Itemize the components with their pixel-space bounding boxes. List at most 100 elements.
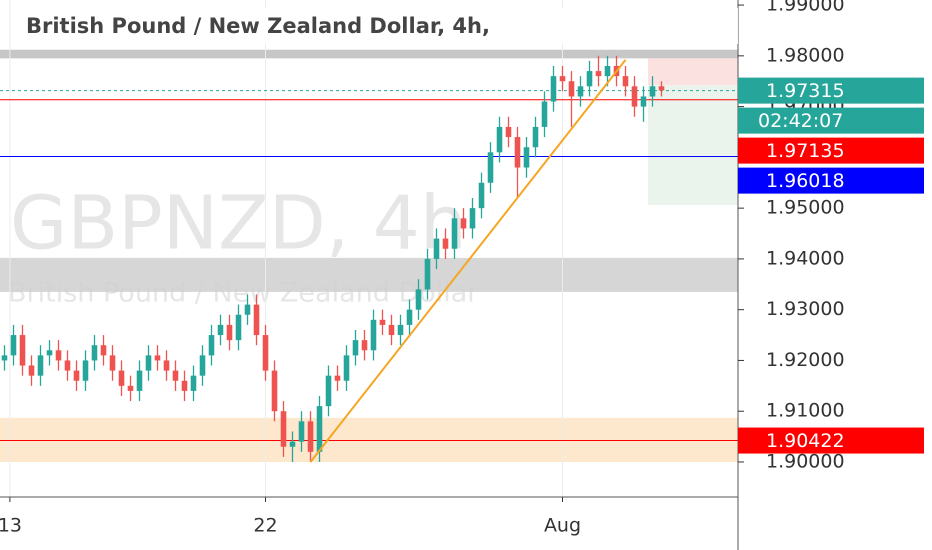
candle-body [460, 218, 467, 229]
candle-body [478, 182, 485, 209]
candle-body [415, 289, 422, 310]
candle-body [640, 96, 647, 107]
candle-body [307, 421, 314, 452]
y-tick-label: 1.94000 [766, 247, 845, 269]
target-zone [648, 85, 738, 206]
candle-body [289, 441, 296, 447]
candle-body [352, 340, 359, 356]
candle-body [82, 360, 89, 381]
candle-body [577, 86, 584, 97]
candle-body [190, 375, 197, 391]
candle-body [406, 309, 413, 325]
candle-body [28, 365, 35, 376]
candle-body [172, 370, 179, 381]
candle-body [199, 355, 206, 376]
candle-body [1, 355, 8, 361]
candle-body [649, 86, 656, 97]
candle-body [343, 355, 350, 381]
candle-body [424, 258, 431, 290]
zone [0, 49, 738, 59]
candle-body [163, 360, 170, 371]
candle-body [469, 208, 476, 229]
stop-zone [648, 58, 738, 86]
candle-body [559, 76, 566, 82]
candle-body [586, 71, 593, 87]
candle-body [451, 218, 458, 249]
price-label-bg [738, 427, 924, 454]
candle-body [631, 86, 638, 107]
price-label-bg [738, 77, 924, 104]
candle-body [64, 360, 71, 371]
candle-body [73, 370, 80, 381]
candle-body [397, 324, 404, 336]
x-tick-label: 13 [0, 515, 22, 537]
candle-body [217, 324, 224, 336]
candle-body [280, 411, 287, 447]
candle-body [298, 421, 305, 442]
price-label: 1.97135 [766, 140, 845, 162]
candle-body [91, 345, 98, 361]
candle-body [496, 126, 503, 153]
countdown-bg [738, 107, 924, 134]
y-tick-label: 1.90000 [766, 450, 845, 472]
x-tick-label: Aug [544, 515, 581, 537]
countdown: 02:42:07 [758, 110, 843, 132]
candle-body [388, 324, 395, 336]
candle-body [514, 137, 521, 168]
candle-body [595, 71, 602, 77]
price-label-bg [738, 167, 924, 194]
candle-body [46, 350, 53, 356]
y-tick-label: 1.92000 [766, 349, 845, 371]
y-tick-label: 1.99000 [766, 0, 845, 16]
y-tick-label: 1.95000 [766, 197, 845, 219]
price-label: 1.90422 [766, 430, 845, 452]
candle-body [109, 355, 116, 371]
zone [0, 417, 738, 462]
y-tick-label: 1.93000 [766, 298, 845, 320]
candle-body [334, 375, 341, 381]
trendline [309, 59, 627, 463]
candle-body [226, 324, 233, 341]
candle-body [325, 375, 332, 407]
candle-body [505, 126, 512, 138]
candle-body [379, 319, 386, 325]
title-bg [16, 8, 738, 44]
chart-title: British Pound / New Zealand Dollar, 4h, [26, 14, 490, 38]
candle-body [370, 319, 377, 351]
candle-body [361, 340, 368, 351]
price-label-bg [738, 137, 924, 164]
candle-body [154, 355, 161, 361]
y-tick-label: 1.98000 [766, 44, 845, 66]
watermark: GBPNZD, 4h [10, 181, 467, 267]
x-tick-label: 22 [253, 515, 277, 537]
candle-body [37, 355, 44, 376]
candle-body [127, 385, 134, 391]
candle-body [19, 335, 26, 366]
candle-body [136, 370, 143, 391]
candle-body [568, 81, 575, 97]
y-tick-label: 1.91000 [766, 400, 845, 422]
price-label: 1.97315 [766, 80, 845, 102]
candle-body [532, 126, 539, 148]
candle-body [244, 304, 251, 315]
candle-body [100, 345, 107, 356]
candle-body [262, 335, 269, 371]
candle-body [145, 355, 152, 371]
candle-body [604, 65, 611, 77]
candle-body [442, 238, 449, 249]
candle-body [550, 76, 557, 102]
zone [0, 257, 738, 292]
candle-body [10, 335, 17, 356]
candle-body [487, 152, 494, 183]
candle-body [622, 76, 629, 87]
candle-body [253, 304, 260, 336]
candle-body [523, 147, 530, 168]
candle-body [541, 101, 548, 127]
price-label: 1.96018 [766, 170, 845, 192]
candle-body [235, 314, 242, 341]
candle-body [316, 406, 323, 452]
candle-body [658, 86, 665, 91]
candle-body [271, 370, 278, 412]
candle-body [181, 380, 188, 391]
